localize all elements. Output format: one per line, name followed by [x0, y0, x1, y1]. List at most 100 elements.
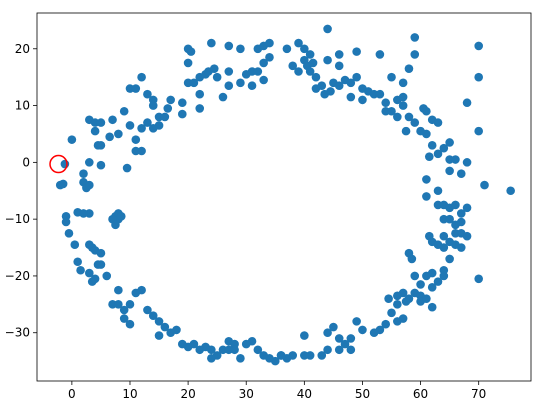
point — [381, 319, 391, 329]
point — [456, 209, 466, 218]
point — [79, 169, 88, 179]
point — [143, 305, 152, 315]
point — [276, 351, 286, 360]
point — [96, 248, 106, 258]
point — [424, 152, 434, 161]
point — [375, 50, 385, 59]
point — [300, 44, 309, 54]
point — [160, 112, 170, 122]
point — [393, 317, 402, 326]
point — [422, 294, 431, 303]
x-tick-label: 40 — [297, 387, 312, 401]
point — [404, 112, 414, 122]
point — [326, 87, 335, 96]
point — [195, 345, 205, 355]
x-tick-label: 10 — [122, 387, 137, 401]
point — [456, 243, 466, 252]
point — [236, 78, 245, 88]
point — [96, 118, 106, 127]
point — [329, 322, 338, 332]
point — [305, 67, 315, 76]
point — [85, 268, 94, 278]
point — [422, 106, 431, 116]
point — [451, 200, 460, 210]
point — [401, 297, 411, 306]
point — [433, 118, 443, 127]
point — [183, 58, 193, 68]
point — [439, 143, 449, 153]
point — [73, 257, 82, 267]
point — [358, 325, 367, 335]
point — [224, 336, 234, 346]
plot-frame — [36, 12, 532, 382]
point — [61, 217, 71, 227]
point — [445, 138, 454, 147]
point — [387, 72, 396, 82]
point — [58, 179, 68, 189]
point — [131, 84, 141, 93]
point — [433, 186, 443, 196]
point — [224, 41, 234, 51]
point — [122, 163, 132, 173]
point — [85, 180, 94, 190]
point — [422, 175, 431, 184]
point — [381, 98, 391, 108]
point — [480, 180, 489, 190]
point — [346, 92, 356, 102]
point — [462, 231, 472, 241]
point — [308, 58, 318, 68]
point — [323, 55, 332, 65]
point — [401, 126, 411, 136]
point — [352, 47, 361, 56]
point — [236, 44, 245, 54]
point — [131, 288, 141, 298]
point — [114, 285, 123, 295]
point — [253, 345, 263, 355]
point — [236, 353, 245, 363]
point — [288, 61, 298, 71]
point — [323, 24, 332, 34]
point — [177, 339, 187, 349]
point — [445, 254, 454, 264]
point — [70, 240, 80, 250]
point — [358, 95, 367, 105]
point — [137, 146, 146, 156]
y-tick-label: 20 — [15, 42, 30, 56]
point — [207, 353, 216, 363]
point — [218, 92, 228, 102]
point — [137, 123, 146, 133]
point — [346, 78, 356, 88]
point — [253, 67, 263, 76]
point — [148, 311, 158, 320]
point — [393, 300, 402, 309]
point — [393, 291, 402, 301]
point — [334, 50, 344, 59]
point — [119, 106, 129, 116]
point — [462, 158, 472, 167]
point — [282, 44, 292, 54]
point — [265, 38, 274, 48]
point — [334, 61, 344, 71]
point — [60, 159, 70, 169]
point — [384, 294, 393, 303]
y-tick-label: 0 — [22, 155, 30, 169]
point — [387, 106, 396, 116]
point — [96, 141, 106, 150]
point — [340, 339, 350, 349]
point — [393, 112, 402, 122]
x-tick-label: 20 — [180, 387, 195, 401]
point — [79, 209, 88, 218]
point — [131, 135, 141, 144]
point — [445, 166, 454, 176]
point — [137, 72, 146, 82]
point — [209, 64, 219, 73]
point — [259, 351, 268, 360]
point — [439, 243, 449, 252]
x-tick-label: 50 — [355, 387, 370, 401]
point — [427, 282, 437, 292]
x-tick-label: 70 — [471, 387, 486, 401]
point — [369, 328, 379, 338]
point — [323, 328, 332, 338]
point — [375, 89, 385, 99]
